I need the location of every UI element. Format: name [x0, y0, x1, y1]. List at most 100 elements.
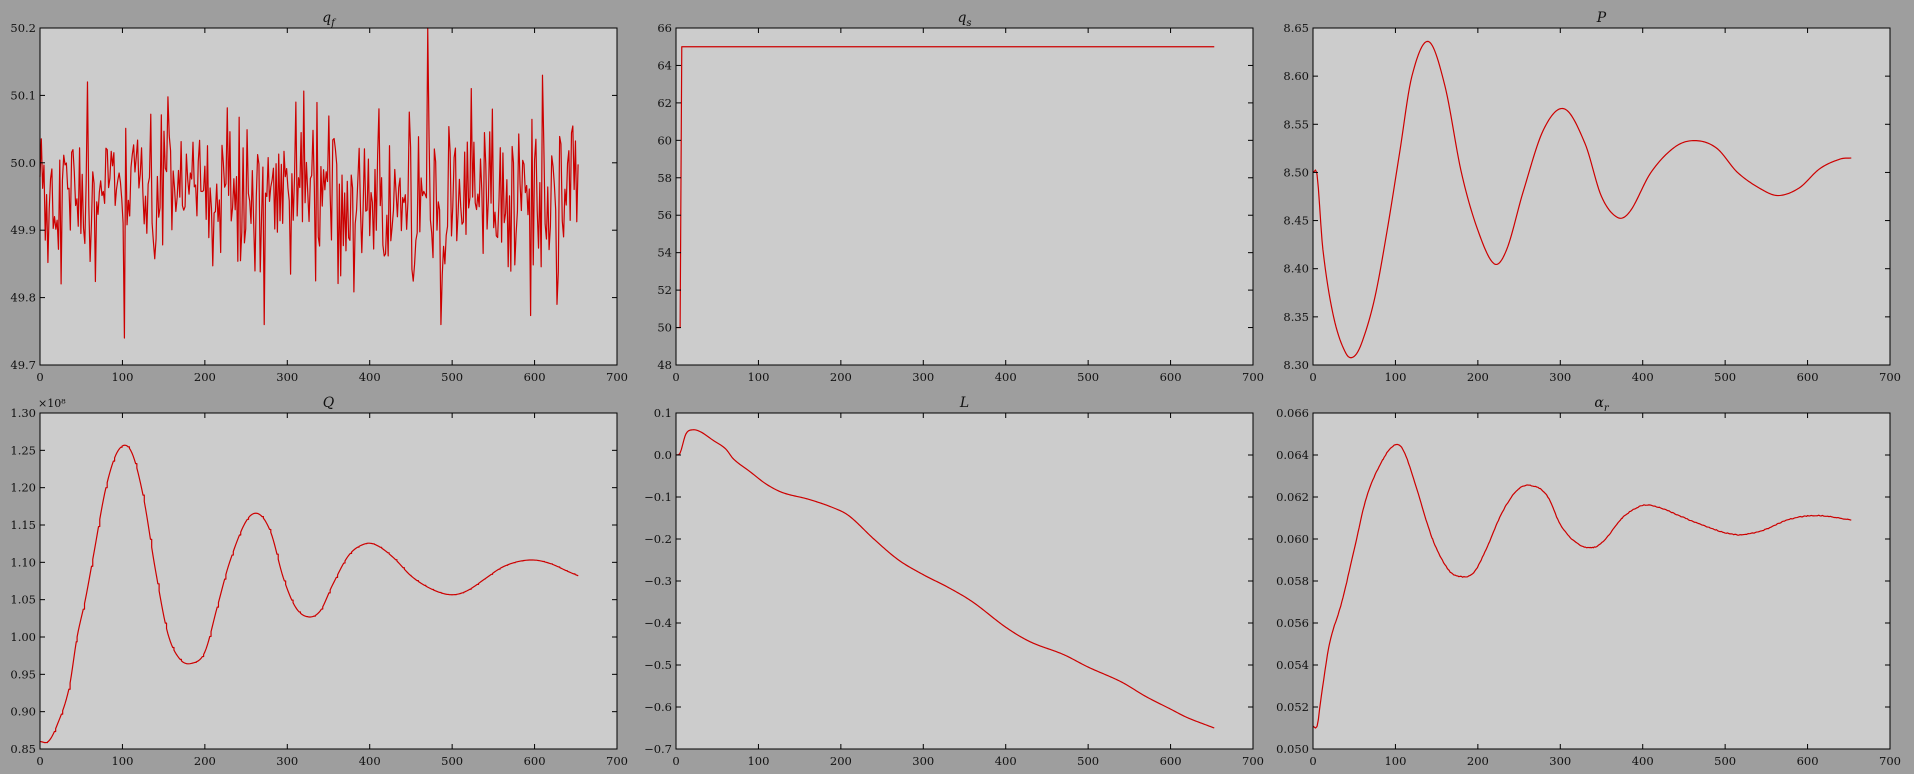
- series-line-Q: [39, 444, 579, 744]
- x-tick-label: 400: [1632, 754, 1654, 768]
- x-tick-label: 500: [1077, 754, 1099, 768]
- x-tick-label: 400: [995, 754, 1017, 768]
- y-tick-label: 0.95: [10, 667, 36, 681]
- y-tick-label: 0.058: [1276, 574, 1309, 588]
- y-tick-label: 0.066: [1276, 406, 1309, 420]
- x-tick-label: 600: [1797, 754, 1819, 768]
- axes-frame-qs: [675, 27, 1254, 366]
- x-tick-label: 200: [830, 754, 852, 768]
- x-tick-label: 600: [1160, 754, 1182, 768]
- y-tick-label: 8.45: [1283, 214, 1309, 228]
- y-tick-label: 1.15: [10, 518, 36, 532]
- y-tick-label: 8.40: [1283, 262, 1309, 276]
- x-tick-label: 100: [747, 370, 769, 384]
- y-tick-label: 8.50: [1283, 165, 1309, 179]
- x-tick-label: 700: [606, 370, 628, 384]
- y-tick-label: −0.2: [644, 532, 672, 546]
- x-tick-label: 0: [672, 370, 679, 384]
- y-tick-label: −0.3: [644, 574, 672, 588]
- panel-title-sub-alpha_r: r: [1604, 403, 1610, 414]
- panel-title-main-qs: q: [957, 10, 966, 26]
- x-tick-label: 700: [1879, 754, 1901, 768]
- y-tick-label: 50.2: [10, 21, 36, 35]
- x-tick-label: 600: [1160, 370, 1182, 384]
- axes-frame-Q: [39, 412, 618, 750]
- y-tick-label: −0.4: [644, 616, 672, 630]
- panel-title-sub-qs: s: [966, 18, 971, 29]
- y-tick-label: 8.55: [1283, 117, 1309, 131]
- panel-title-L: L: [959, 395, 969, 411]
- x-tick-label: 500: [441, 370, 463, 384]
- x-tick-label: 0: [36, 754, 43, 768]
- panel-qs: qs 0 100 200 300 400 500 600 700 48 50 52 54 56 58 60 62…: [657, 10, 1264, 384]
- y-tick-label: 49.8: [10, 291, 36, 305]
- panel-alpha_r: αr 0 100 200 300 400 500 600 700 0.050 0.052 0.054 0…: [1276, 395, 1901, 768]
- y-tick-label: 1.20: [10, 481, 36, 495]
- panel-title-main-P: P: [1596, 10, 1607, 26]
- y-tick-label: 56: [657, 208, 672, 222]
- y-tick-label: 1.25: [10, 443, 36, 457]
- x-tick-label: 0: [1309, 370, 1316, 384]
- panel-P: P 0 100 200 300 400 500 600 700 8.30 8.35 8.40 8.45 8…: [1283, 10, 1901, 384]
- y-tick-label: 1.00: [10, 630, 36, 644]
- y-tick-label: 8.35: [1283, 310, 1309, 324]
- panel-title-sub-qf: f: [330, 18, 337, 29]
- y-tick-label: 8.30: [1283, 358, 1309, 372]
- panel-title-main-Q: Q: [323, 395, 335, 411]
- axis-multiplier-Q: ×10⁸: [38, 397, 66, 410]
- y-tick-label: 0.056: [1276, 616, 1309, 630]
- x-tick-label: 100: [1384, 370, 1406, 384]
- axes-frame-P: [1312, 27, 1891, 366]
- x-tick-label: 200: [1467, 370, 1489, 384]
- x-tick-label: 700: [606, 754, 628, 768]
- x-tick-label: 600: [524, 370, 546, 384]
- x-tick-label: 100: [1384, 754, 1406, 768]
- x-tick-label: 700: [1242, 370, 1264, 384]
- y-tick-label: 54: [657, 246, 672, 260]
- y-tick-label: 49.7: [10, 358, 36, 372]
- plot-area-L: [676, 413, 1253, 749]
- x-tick-label: 300: [912, 370, 934, 384]
- x-tick-label: 200: [194, 370, 216, 384]
- x-tick-label: 700: [1879, 370, 1901, 384]
- x-tick-label: 500: [1714, 754, 1736, 768]
- y-tick-label: 1.05: [10, 593, 36, 607]
- y-tick-label: 50.0: [10, 156, 36, 170]
- series-line-alpha_r: [1312, 443, 1852, 729]
- x-tick-label: 300: [1549, 370, 1571, 384]
- y-tick-label: 0.050: [1276, 742, 1309, 756]
- x-tick-label: 100: [111, 370, 133, 384]
- series-line-qf: [39, 27, 579, 339]
- plot-area-qs: [676, 28, 1253, 365]
- x-tick-label: 0: [1309, 754, 1316, 768]
- y-tick-label: 0.0: [654, 448, 672, 462]
- y-tick-label: 66: [657, 21, 672, 35]
- y-tick-label: 58: [657, 171, 672, 185]
- x-tick-label: 200: [1467, 754, 1489, 768]
- x-tick-label: 0: [672, 754, 679, 768]
- y-tick-label: −0.5: [644, 658, 672, 672]
- y-tick-label: 50.1: [10, 88, 36, 102]
- y-tick-label: 0.062: [1276, 490, 1309, 504]
- panel-title-P: P: [1596, 10, 1607, 26]
- panel-title-main-qf: q: [322, 10, 331, 26]
- x-tick-label: 400: [1632, 370, 1654, 384]
- x-tick-label: 0: [36, 370, 43, 384]
- x-tick-label: 400: [359, 370, 381, 384]
- x-tick-label: 400: [995, 370, 1017, 384]
- y-tick-label: 0.052: [1276, 700, 1309, 714]
- y-tick-label: −0.1: [644, 490, 672, 504]
- panel-qf: qf 0 100 200 300 400 500 600 700 49.7 49.8 49.9 50.0…: [10, 10, 628, 384]
- panel-title-Q: Q: [323, 395, 335, 411]
- y-tick-label: 1.30: [10, 406, 36, 420]
- plot-area-Q: [40, 413, 617, 749]
- panel-title-qf: qf: [322, 10, 337, 29]
- x-tick-label: 300: [1549, 754, 1571, 768]
- panel-Q: Q 0 100 200 300 400 500 600 700 0.85 0.90 0.95 1.00 1…: [10, 395, 628, 768]
- x-tick-label: 200: [830, 370, 852, 384]
- y-tick-label: 50: [657, 321, 672, 335]
- panel-title-main-L: L: [959, 395, 969, 411]
- y-tick-label: 0.054: [1276, 658, 1309, 672]
- x-tick-label: 300: [276, 754, 298, 768]
